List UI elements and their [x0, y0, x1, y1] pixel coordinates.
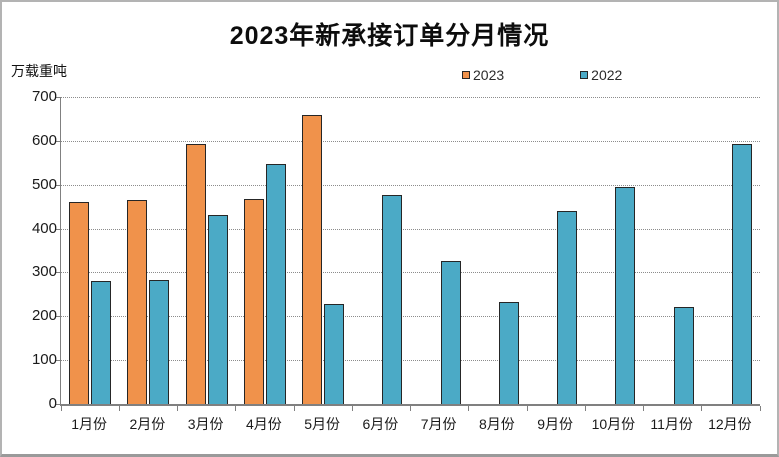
y-axis-tick-0 — [55, 404, 60, 405]
legend: 2023 2022 — [462, 67, 622, 83]
bar-2023-4月份 — [243, 199, 264, 404]
bar-2022-6月份 — [382, 195, 403, 404]
bar-2022-4月份 — [265, 163, 286, 404]
bar-2022-2月份 — [149, 279, 170, 404]
bar-2022-1月份 — [91, 280, 112, 404]
x-axis-label-12月份: 12月份 — [708, 416, 752, 432]
bar-2022-8月份 — [498, 302, 519, 404]
x-axis-tick-4 — [293, 406, 295, 411]
legend-item-2022: 2022 — [580, 67, 622, 83]
x-axis-tick-6 — [410, 406, 411, 411]
y-axis-label-0: 0 — [48, 395, 57, 412]
x-axis-tick-2 — [177, 406, 178, 411]
gridline-700 — [61, 97, 760, 98]
x-axis-label-6月份: 6月份 — [362, 416, 399, 432]
bar-2023-3月份 — [185, 143, 206, 404]
x-axis-tick-1 — [118, 406, 120, 411]
y-axis-tick-100 — [55, 360, 60, 362]
y-axis-unit-label: 万载重吨 — [11, 63, 67, 79]
gridline-600 — [61, 140, 760, 142]
y-axis-tick-300 — [55, 272, 60, 274]
x-axis-tick-9 — [584, 406, 586, 411]
y-axis-label-500: 500 — [31, 175, 57, 193]
x-axis-tick-11 — [701, 406, 703, 411]
y-axis-label-700: 700 — [31, 88, 57, 105]
bar-2023-5月份 — [302, 115, 323, 404]
x-axis-tick-12 — [759, 406, 761, 411]
x-axis-tick-10 — [643, 406, 644, 411]
x-axis-label-11月份: 11月份 — [650, 416, 693, 432]
x-axis-label-8月份: 8月份 — [478, 416, 515, 432]
bar-2023-2月份 — [127, 200, 148, 404]
x-axis-label-2月份: 2月份 — [129, 416, 166, 432]
x-axis-tick-0 — [60, 406, 62, 411]
gridline-300 — [61, 272, 760, 274]
y-axis-label-300: 300 — [31, 263, 57, 281]
bar-2022-3月份 — [207, 215, 228, 404]
x-axis-tick-3 — [235, 406, 237, 411]
x-axis-label-1月份: 1月份 — [71, 416, 108, 432]
bar-2023-1月份 — [69, 201, 90, 404]
y-axis-tick-200 — [55, 316, 60, 318]
legend-label-2023: 2023 — [473, 67, 505, 83]
bar-2022-7月份 — [440, 261, 461, 404]
x-axis-label-5月份: 5月份 — [304, 416, 341, 432]
gridline-200 — [61, 316, 760, 318]
bar-2022-9月份 — [557, 211, 578, 404]
x-axis-label-3月份: 3月份 — [187, 416, 224, 432]
y-axis-label-200: 200 — [31, 307, 57, 325]
x-axis-tick-7 — [468, 406, 470, 411]
x-axis-tick-8 — [526, 406, 528, 411]
gridline-500 — [61, 184, 760, 186]
legend-swatch-2023-icon — [462, 71, 470, 79]
bar-2022-10月份 — [615, 187, 636, 404]
x-axis-tick-5 — [351, 406, 353, 411]
y-axis-tick-500 — [55, 184, 60, 186]
x-axis-label-9月份: 9月份 — [537, 416, 574, 432]
gridline-100 — [61, 360, 760, 362]
chart-title: 2023年新承接订单分月情况 — [229, 22, 550, 50]
y-axis-tick-600 — [55, 140, 60, 142]
y-axis-tick-400 — [55, 228, 60, 230]
x-axis-label-10月份: 10月份 — [591, 416, 636, 432]
bar-2022-12月份 — [731, 144, 752, 404]
gridline-400 — [61, 228, 760, 230]
y-axis-tick-700 — [55, 97, 60, 98]
bar-2022-5月份 — [324, 303, 345, 404]
legend-swatch-2022-icon — [580, 71, 589, 79]
bar-2022-11月份 — [673, 307, 694, 404]
plot-area — [55, 97, 761, 411]
y-axis-label-100: 100 — [31, 351, 57, 369]
legend-item-2023: 2023 — [462, 67, 504, 83]
y-axis-label-600: 600 — [31, 131, 57, 149]
x-axis-label-4月份: 4月份 — [245, 416, 282, 432]
y-axis-label-400: 400 — [31, 219, 57, 237]
legend-label-2022: 2022 — [591, 67, 623, 83]
x-axis-label-7月份: 7月份 — [420, 416, 457, 432]
